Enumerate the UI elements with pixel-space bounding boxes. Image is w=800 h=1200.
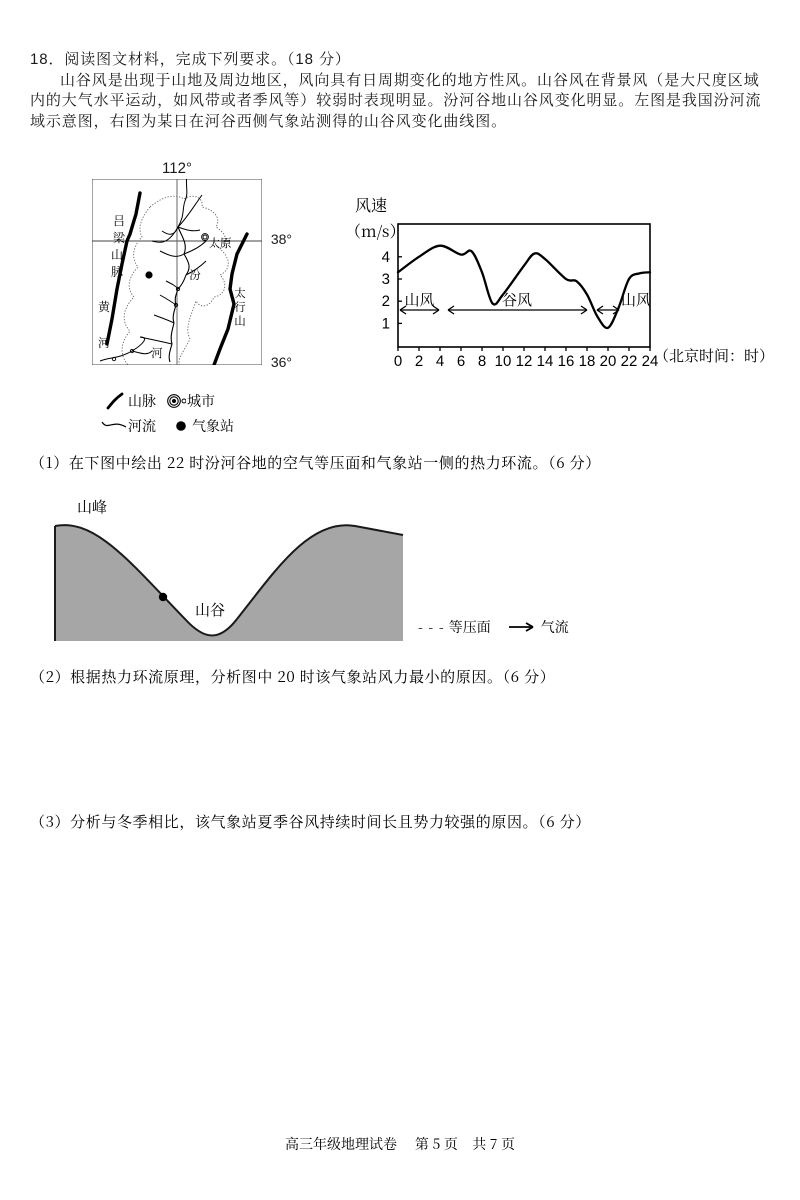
svg-text:3: 3 <box>382 271 390 288</box>
svg-text:18: 18 <box>579 353 596 370</box>
svg-text:太原: 太原 <box>209 235 232 251</box>
svg-text:2: 2 <box>382 293 390 310</box>
svg-text:4: 4 <box>436 353 444 370</box>
svg-text:2: 2 <box>415 353 423 370</box>
svg-text:山: 山 <box>111 246 123 263</box>
svg-text:6: 6 <box>457 353 465 370</box>
svg-text:8: 8 <box>478 353 486 370</box>
svg-text:山: 山 <box>234 313 246 329</box>
svg-text:0: 0 <box>394 353 402 370</box>
svg-text:河: 河 <box>98 334 110 351</box>
svg-text:4: 4 <box>382 249 390 266</box>
svg-text:1: 1 <box>382 315 390 332</box>
svg-text:黄: 黄 <box>98 298 111 315</box>
svg-text:吕: 吕 <box>113 212 125 229</box>
svg-text:汾: 汾 <box>189 267 201 283</box>
svg-text:河: 河 <box>151 345 163 361</box>
svg-text:山风: 山风 <box>621 289 651 310</box>
svg-text:10: 10 <box>495 353 512 370</box>
svg-text:山峰: 山峰 <box>77 496 107 517</box>
svg-text:脉: 脉 <box>111 263 123 280</box>
svg-text:山谷: 山谷 <box>195 599 225 620</box>
svg-text:14: 14 <box>537 353 554 370</box>
svg-text:20: 20 <box>600 353 617 370</box>
svg-text:12: 12 <box>516 353 533 370</box>
svg-text:22: 22 <box>621 353 638 370</box>
svg-text:梁: 梁 <box>113 229 126 246</box>
svg-text:山风: 山风 <box>404 289 434 310</box>
svg-text:谷风: 谷风 <box>502 289 532 310</box>
svg-text:16: 16 <box>558 353 575 370</box>
